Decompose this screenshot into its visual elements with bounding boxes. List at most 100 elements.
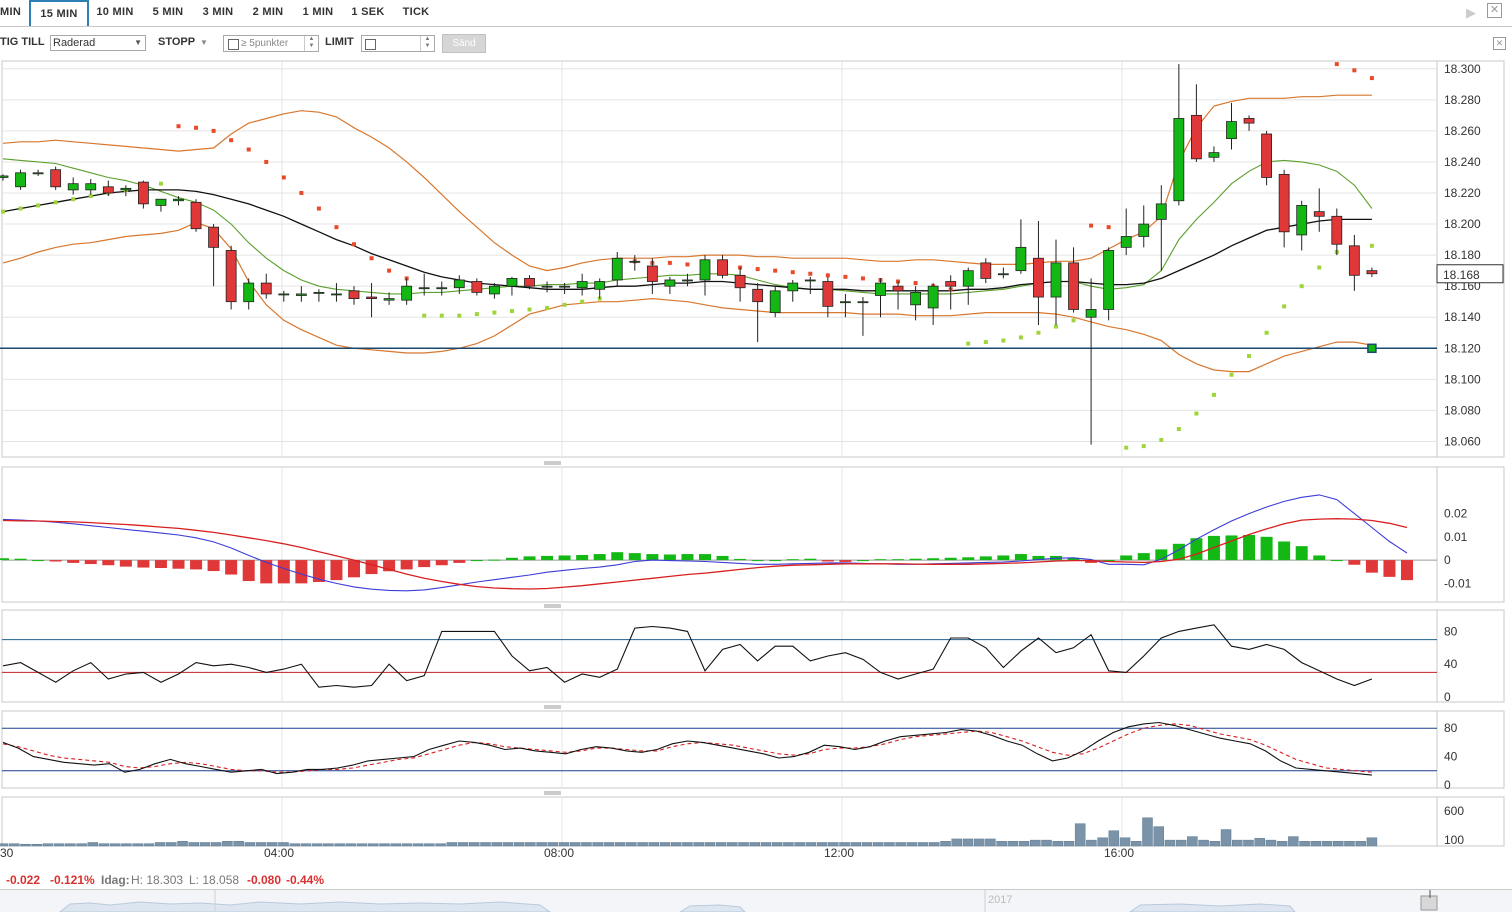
order-type-label: TIG TILL [0,36,45,48]
candle-up [436,287,448,290]
macd-histogram-bar [190,560,203,570]
volume-bar [1119,837,1131,847]
volume-bar [502,842,514,847]
close-tabs-icon[interactable]: ✕ [1487,3,1502,18]
tab-15-min[interactable]: 15 MIN [29,0,89,26]
tab-tick[interactable]: TICK [402,6,430,18]
limit-checkbox[interactable] [365,39,376,50]
macd-histogram-bar [488,559,501,561]
volume-bar [996,841,1007,847]
tab-10-min[interactable]: 10 MIN [96,6,134,18]
order-type-value: Raderad [53,37,96,49]
stochastic-axis-label: 40 [1444,750,1458,764]
limit-stepper[interactable]: ▲ ▼ [420,36,434,51]
candle-up [331,293,342,296]
volume-bar [626,842,637,847]
candle-up [682,279,693,282]
volume-bar [166,842,177,847]
macd-axis-label: 0 [1444,553,1451,567]
macd-histogram-bar [558,555,571,561]
macd-histogram-bar [365,560,378,575]
candle-down [1331,215,1343,245]
parabolic-sar-dot [211,128,216,133]
candle-up [1120,236,1132,248]
macd-histogram-bar [1085,560,1098,563]
tab-5-min[interactable]: 5 MIN [152,6,184,18]
stop-label[interactable]: STOPP [158,36,196,48]
parabolic-sar-dot [1001,338,1006,343]
points-checkbox[interactable] [228,39,239,50]
oscillator-axis-label: 80 [1444,624,1458,638]
candle-down [752,288,764,303]
candle-down [260,282,272,295]
volume-bar [816,842,828,847]
volume-bar [1097,837,1108,847]
tab-1-sek[interactable]: 1 SEK [351,6,385,18]
candle-up [541,285,553,288]
volume-bar [592,842,603,847]
volume-bar [1232,839,1243,847]
candle-down [734,274,746,289]
chart-area[interactable]: 30 04:00 08:00 12:00 16:00 18.300 18.280 18.260… [0,0,1512,873]
volume-bar [278,842,289,847]
candle-down [717,259,728,276]
candle-up [1138,223,1150,237]
limit-field[interactable]: ▲ ▼ [361,35,435,52]
points-stepper[interactable]: ▲ ▼ [304,36,318,51]
points-field[interactable]: ≥ 5punkter ▲ ▼ [223,35,319,52]
candle-down [1261,133,1272,178]
macd-histogram-bar [1155,549,1168,561]
parabolic-sar-dot [1211,392,1216,397]
parabolic-sar-dot [1089,223,1094,228]
parabolic-sar-dot [316,206,321,211]
candle-down [646,265,658,282]
volume-bar [727,842,738,847]
navigator-sparkline: 2017 [59,890,1438,912]
volume-bar [121,843,132,847]
volume-bar [53,843,65,847]
price-axis-label: 18.180 [1444,248,1481,262]
macd-histogram-bar [576,554,589,561]
candle-up [0,175,9,178]
stop-chevron-down-icon[interactable]: ▼ [200,38,208,47]
parabolic-sar-dot [158,181,163,186]
last-price-box [1436,264,1504,284]
navigator-handle[interactable] [1420,895,1438,911]
parabolic-sar-dot [1229,372,1234,377]
volume-bar [861,842,873,847]
volume-bar [749,842,761,847]
axis-frame [1436,60,1505,458]
volume-bar [1187,836,1198,847]
parabolic-sar-dot [755,267,760,272]
candle-up [418,287,430,290]
volume-bar [513,842,525,847]
candle-down [225,250,237,303]
macd-histogram-bar [663,554,676,561]
oscillator-axis-label: 0 [1444,690,1451,704]
macd-histogram-bar [400,560,413,570]
close-toolbar-icon[interactable]: ✕ [1493,37,1506,50]
signal-line [2,518,1408,590]
parabolic-sar-dot [1054,324,1058,329]
tab-2-min[interactable]: 2 MIN [252,6,284,18]
time-axis-label: 04:00 [264,846,294,860]
navigator-strip[interactable]: 2017 [0,889,1512,912]
axis-frame [1436,796,1505,847]
tab-3-min[interactable]: 3 MIN [202,6,234,18]
candle-up [769,290,781,313]
candle-up [32,172,44,175]
scroll-right-icon[interactable]: ▶ [1466,5,1476,20]
candle-up [857,301,869,304]
price-axis-label: 18.240 [1444,155,1481,169]
macd-histogram-bar [681,554,694,561]
order-type-select[interactable]: Raderad ▼ [50,35,146,51]
volume-bar [614,842,626,847]
parabolic-sar-dot [299,191,304,195]
candle-up [664,279,676,287]
tab-min[interactable]: MIN [0,6,22,18]
parabolic-sar-dot [492,310,497,315]
candle-down [822,281,834,307]
tab-1-min[interactable]: 1 MIN [302,6,334,18]
send-button[interactable]: Sänd [442,34,486,53]
macd-histogram-bar [699,554,711,561]
